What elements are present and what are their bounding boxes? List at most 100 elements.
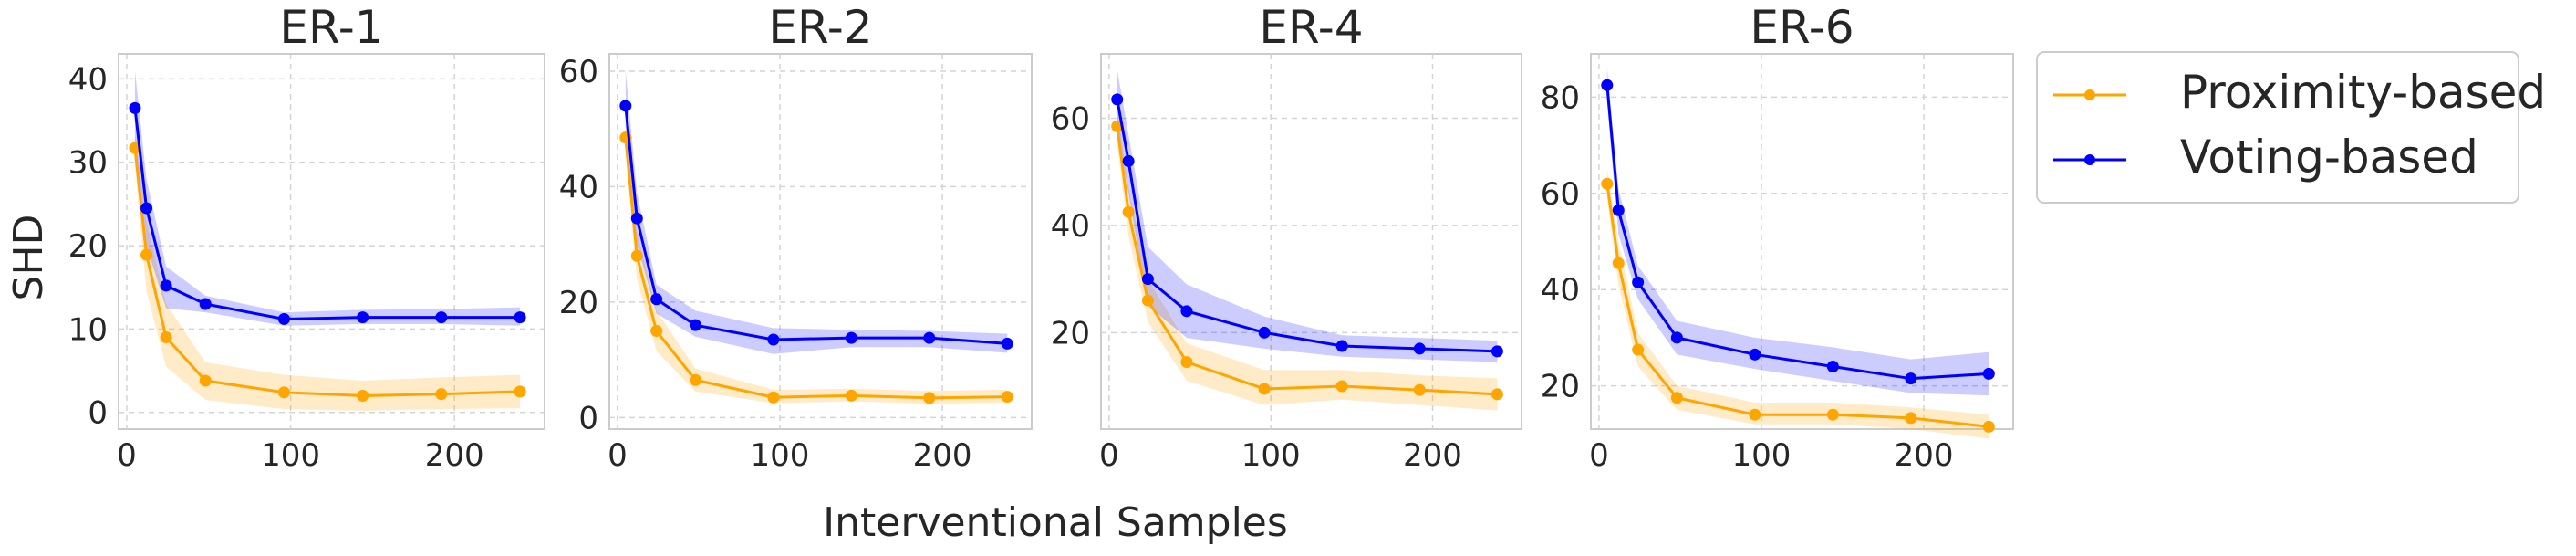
data-point-voting: [619, 100, 632, 112]
x-tick-label: 100: [261, 437, 320, 474]
data-point-proximity: [1905, 412, 1917, 425]
confidence-band-proximity: [625, 122, 1008, 404]
data-point-proximity: [630, 249, 643, 262]
y-tick-label: 40: [1051, 208, 1090, 245]
data-point-voting: [923, 331, 936, 344]
axes-frame: [1100, 53, 1522, 430]
data-point-voting: [514, 311, 526, 324]
y-tick-label: 60: [559, 54, 598, 90]
x-tick-label: 100: [751, 437, 810, 474]
x-tick-label: 0: [117, 437, 137, 474]
data-point-proximity: [1141, 294, 1154, 307]
data-point-proximity: [1612, 257, 1625, 269]
legend-marker-voting: [2084, 154, 2095, 165]
confidence-band-voting: [134, 70, 521, 326]
y-tick-label: 30: [68, 145, 108, 182]
data-point-voting: [1180, 305, 1193, 318]
data-point-proximity: [845, 389, 857, 402]
data-point-voting: [129, 101, 141, 114]
data-point-proximity: [357, 389, 369, 402]
y-tick-label: 40: [1541, 272, 1580, 309]
axes-frame: [118, 53, 545, 430]
axes-frame: [1590, 53, 2014, 430]
y-tick-label: 0: [578, 400, 598, 436]
data-point-voting: [1905, 372, 1917, 385]
data-point-proximity: [923, 392, 936, 404]
data-point-proximity: [140, 248, 153, 261]
data-point-voting: [1413, 342, 1426, 355]
y-tick-label: 20: [68, 228, 108, 265]
data-point-voting: [650, 293, 663, 306]
x-tick-label: 0: [1099, 437, 1119, 474]
chart-panel-2: 0 100 200 0 20 40 60 ER-2: [559, 1, 1033, 474]
series-line-proximity: [1605, 184, 1989, 428]
data-point-proximity: [1335, 380, 1348, 393]
x-tick-label: 200: [425, 437, 484, 474]
chart-panel-4: 0 100 200 20 40 60 80 ER-6: [1541, 1, 2014, 474]
x-axis-label: Interventional Samples: [823, 499, 1288, 546]
chart-panel-3: 0 100 200 20 40 60 ER-4: [1051, 1, 1522, 474]
data-point-proximity: [1258, 383, 1271, 395]
data-point-voting: [357, 311, 369, 324]
x-tick-label: 200: [1895, 437, 1954, 474]
data-point-voting: [767, 333, 780, 346]
y-tick-label: 60: [1051, 100, 1090, 137]
data-point-proximity: [435, 388, 448, 401]
confidence-band-voting: [625, 70, 1008, 354]
data-point-proximity: [277, 386, 290, 399]
data-point-voting: [1601, 79, 1614, 91]
data-point-voting: [1335, 340, 1348, 352]
y-tick-label: 0: [88, 395, 108, 432]
data-point-voting: [1258, 326, 1271, 339]
x-tick-label: 0: [1589, 437, 1609, 474]
y-tick-label: 10: [68, 311, 108, 348]
data-point-proximity: [1632, 343, 1645, 356]
chart-title: ER-1: [279, 1, 383, 54]
data-point-voting: [1632, 276, 1645, 288]
data-point-voting: [689, 319, 701, 331]
data-point-voting: [845, 331, 857, 344]
legend: Proximity-based Voting-based: [2036, 51, 2546, 204]
y-axis-label: SHD: [5, 215, 52, 301]
data-point-proximity: [767, 391, 780, 404]
y-tick-label: 40: [68, 61, 108, 98]
data-point-voting: [1111, 93, 1124, 106]
data-point-proximity: [1111, 120, 1124, 132]
series-line-voting: [1605, 85, 1989, 381]
data-point-proximity: [1180, 356, 1193, 369]
data-point-proximity: [1122, 205, 1135, 218]
confidence-band-proximity: [134, 132, 521, 411]
data-point-voting: [277, 312, 290, 325]
legend-label-proximity: Proximity-based: [2180, 66, 2546, 119]
data-point-proximity: [1001, 391, 1013, 404]
series-line-proximity: [624, 137, 1008, 400]
y-tick-label: 40: [559, 169, 598, 205]
y-tick-label: 20: [1051, 315, 1090, 351]
data-point-voting: [1612, 204, 1625, 216]
legend-marker-proximity: [2084, 89, 2095, 100]
data-point-voting: [160, 279, 172, 292]
data-point-voting: [199, 298, 212, 310]
chart-title: ER-4: [1259, 1, 1363, 54]
data-point-proximity: [1670, 392, 1683, 404]
series-line-voting: [624, 105, 1008, 345]
confidence-band-proximity: [1606, 169, 1989, 439]
series-line-voting: [133, 108, 521, 320]
data-point-voting: [1491, 345, 1503, 358]
legend-frame: [2036, 51, 2519, 204]
x-tick-label: 100: [1241, 437, 1301, 474]
data-point-proximity: [1413, 383, 1426, 396]
data-point-proximity: [1826, 408, 1839, 421]
confidence-band-voting: [1117, 69, 1498, 362]
data-point-proximity: [160, 331, 172, 344]
y-tick-label: 60: [1541, 176, 1580, 213]
chart-panel-1: 0 100 200 0 10 20 30 40 ER-1: [68, 1, 545, 474]
y-tick-label: 20: [559, 285, 598, 321]
data-point-proximity: [689, 373, 701, 386]
x-tick-label: 200: [913, 437, 972, 474]
data-point-proximity: [1491, 388, 1503, 401]
x-tick-label: 200: [1403, 437, 1462, 474]
axes-frame: [608, 53, 1033, 430]
